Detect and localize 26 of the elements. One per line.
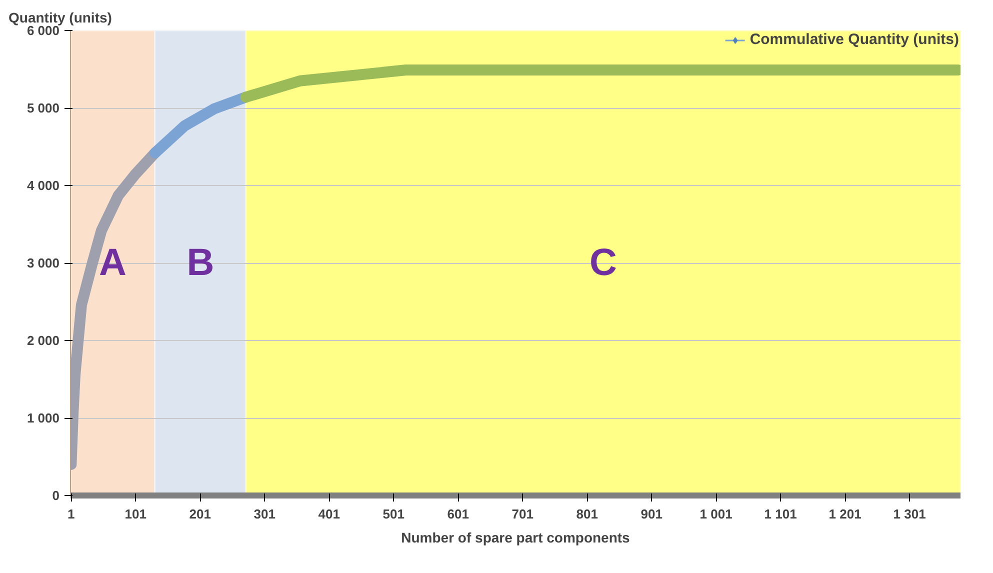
x-tick-label: 201 [189,506,211,522]
x-tick-label: 1 201 [828,506,862,522]
band-label: B [186,242,214,284]
x-tick-label: 501 [382,506,404,522]
x-tick-label: 101 [124,506,146,522]
legend-label: Commulative Quantity (units) [750,31,959,48]
x-tick-label: 601 [447,506,469,522]
x-tick-label: 701 [512,506,534,522]
x-tick-label: 301 [254,506,276,522]
band-label: C [589,242,617,284]
y-tick-label: 3 000 [26,256,60,270]
x-tick-label: 1 001 [700,506,732,522]
band-label: A [99,242,126,284]
x-tick-label: 1 101 [764,506,797,522]
x-tick-label: 801 [576,506,598,522]
x-tick-label: 401 [318,506,340,522]
y-tick-label: 5 000 [26,100,60,116]
x-axis-title: Number of spare part components [401,530,630,546]
x-tick-label: 901 [640,506,662,522]
y-tick-label: 0 [52,488,60,503]
y-tick-label: 4 000 [26,178,60,193]
x-tick-label: 1 301 [893,506,926,522]
x-tick-label: 1 [68,506,75,522]
y-axis-title: Quantity (units) [8,10,112,26]
y-tick-label: 2 000 [26,333,60,348]
y-tick-label: 1 000 [26,410,60,426]
